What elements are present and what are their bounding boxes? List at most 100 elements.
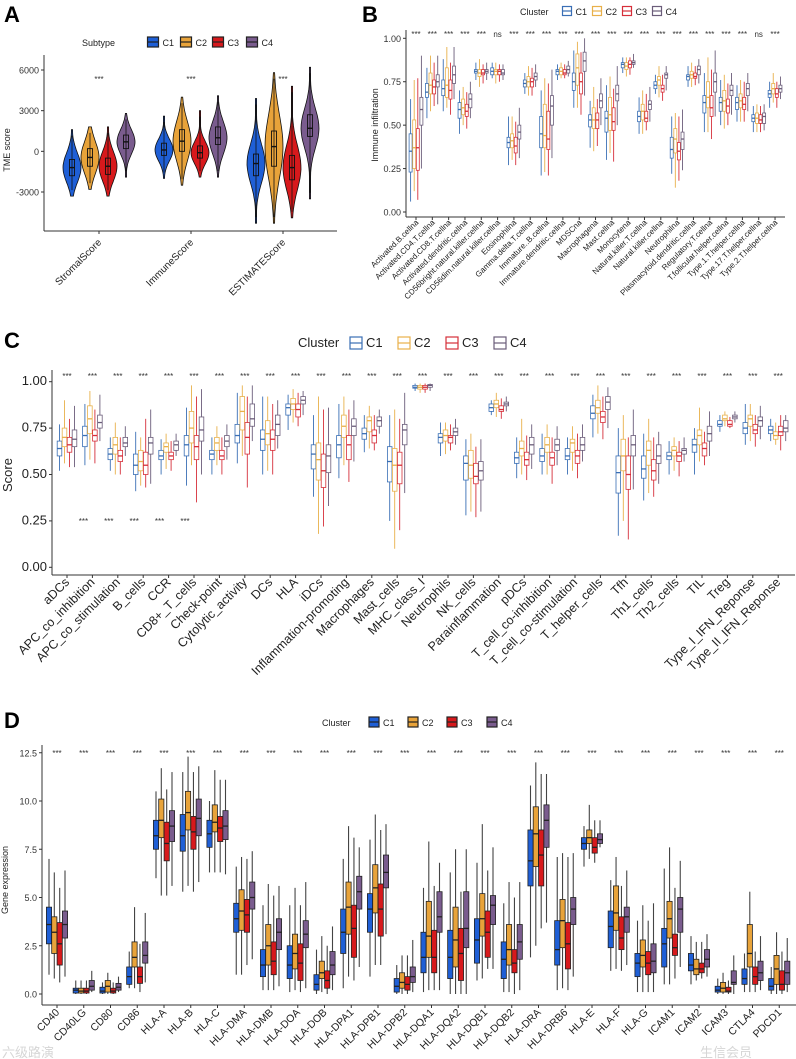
box-c1 — [366, 893, 373, 933]
y-tick-label: 0 — [34, 147, 39, 157]
significance-label: *** — [347, 749, 356, 758]
y-tick-label: 5.0 — [24, 893, 37, 903]
x-tick-label: HLA-B — [166, 1007, 196, 1037]
box-c3 — [774, 88, 779, 98]
significance-label: *** — [164, 372, 173, 381]
box-c4 — [436, 891, 443, 933]
category-group: MDSCna*** — [554, 30, 587, 247]
box-c1 — [313, 974, 320, 991]
box-c2 — [391, 448, 398, 492]
box-c1 — [457, 102, 462, 119]
box-c1 — [463, 455, 469, 481]
x-tick-label: ImmuneScore — [144, 237, 196, 289]
x-tick-label: PDCD1 — [751, 1007, 785, 1041]
x-tick-label: CD80 — [88, 1007, 116, 1035]
box-c2 — [747, 414, 753, 427]
box-c2 — [87, 405, 93, 435]
box-c3 — [725, 986, 732, 993]
box-c2 — [586, 829, 593, 844]
box-c1 — [688, 953, 695, 972]
category-group: PDCD1 *** — [751, 749, 791, 1041]
significance-label: *** — [591, 30, 600, 39]
box-c2 — [613, 885, 620, 931]
significance-label: *** — [88, 372, 97, 381]
significance-label: *** — [139, 372, 148, 381]
category-group: HLA-G *** — [619, 749, 657, 1038]
significance-label: *** — [575, 30, 584, 39]
significance-label: *** — [723, 372, 732, 381]
box-c4 — [501, 69, 505, 76]
box-c4 — [376, 416, 382, 427]
box-c2 — [131, 941, 138, 968]
category-group: CD40LG*** — [51, 749, 95, 1044]
box-c2 — [315, 442, 322, 481]
box-c2 — [137, 449, 144, 472]
category-group: HLA-DQB2*** — [471, 749, 523, 1052]
significance-label: *** — [596, 372, 605, 381]
box-c3 — [625, 455, 631, 490]
box-c1 — [336, 435, 342, 459]
significance-label: *** — [621, 372, 630, 381]
significance-label: *** — [393, 372, 402, 381]
category-group: HLA-DQA2*** — [418, 749, 470, 1052]
box-c4 — [147, 436, 154, 455]
significance-label: *** — [443, 372, 452, 381]
legend-label-c4: C4 — [666, 7, 678, 17]
box-c4 — [249, 403, 255, 427]
box-c1 — [437, 433, 444, 444]
box-c2 — [646, 440, 652, 466]
box-c4 — [680, 131, 685, 150]
significance-label: *** — [614, 749, 623, 758]
category-group: Monocytena*** — [595, 30, 636, 255]
panel-b: B Cluster C1 C2 C3 C4 0.00 0.25 0.50 0.75 1.00 Immu… — [362, 2, 785, 301]
box-c3 — [447, 435, 454, 444]
legend-title: Cluster — [322, 718, 351, 728]
box-c2 — [399, 972, 406, 989]
significance-label: *** — [133, 749, 142, 758]
box-c2 — [318, 960, 325, 979]
significance-label: *** — [507, 749, 516, 758]
box-c3 — [727, 420, 733, 427]
box-c4 — [582, 51, 587, 72]
significance-label: *** — [542, 30, 551, 39]
box-c2 — [608, 96, 612, 131]
significance-label: *** — [587, 749, 596, 758]
legend-label-c1: C1 — [366, 335, 383, 350]
significance-label: *** — [770, 30, 779, 39]
legend-label-c1: C1 — [383, 718, 395, 728]
significance-label: *** — [469, 372, 478, 381]
y-tick-label: 0.00 — [22, 559, 47, 574]
box-c2 — [412, 119, 417, 169]
box-c4 — [222, 810, 229, 841]
box-c3 — [579, 72, 583, 95]
y-tick-label: 10.0 — [19, 797, 37, 807]
box-c3 — [778, 425, 784, 436]
box-c1 — [420, 931, 427, 974]
legend-label-c2: C2 — [414, 335, 431, 350]
box-c2 — [620, 438, 626, 472]
legend-label-c3: C3 — [228, 38, 240, 48]
box-c1 — [425, 83, 429, 98]
box-c2 — [639, 939, 646, 968]
legend-label-c1: C1 — [163, 38, 175, 48]
box-c4 — [329, 951, 336, 976]
box-c3 — [396, 451, 403, 485]
significance-label: *** — [460, 30, 469, 39]
box-c1 — [539, 116, 544, 149]
box-c3 — [219, 449, 225, 461]
significance-label: *** — [672, 30, 681, 39]
box-c1 — [340, 908, 347, 954]
box-c3 — [651, 459, 657, 481]
category-group: HLA *** — [274, 372, 306, 602]
box-c2 — [542, 103, 547, 149]
category-group: iDCs*** — [297, 372, 332, 604]
box-c4 — [275, 918, 282, 951]
category-group: HLA-E *** — [567, 749, 604, 1037]
x-tick-label: HLA-E — [567, 1007, 597, 1037]
box-c1 — [691, 438, 698, 453]
significance-label: *** — [526, 30, 535, 39]
box-c2 — [532, 806, 539, 868]
box-c2 — [479, 893, 486, 937]
box-c1 — [615, 455, 621, 494]
box-c2 — [693, 958, 700, 976]
